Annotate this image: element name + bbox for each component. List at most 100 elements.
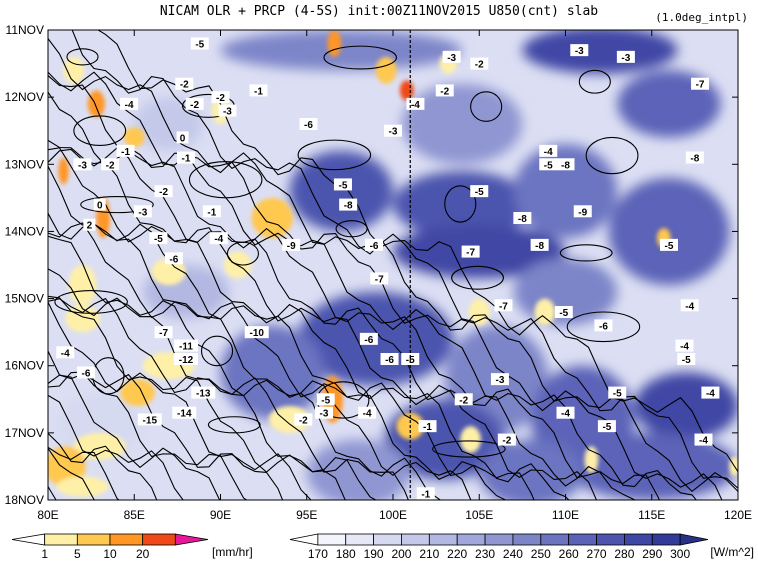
contour-label-box [470, 185, 489, 198]
contour-label: -10 [249, 328, 264, 339]
contour-label-box [120, 97, 139, 110]
olr-patch [479, 439, 583, 500]
olr-colorbar-cell [289, 533, 319, 546]
contour-label: -6 [169, 254, 178, 265]
contour-label-box [294, 413, 313, 426]
precip-colorbar-label: 10 [103, 547, 117, 561]
contour-label: 2 [87, 221, 93, 232]
contour-label: -6 [385, 355, 394, 366]
contour-label: -1 [254, 86, 263, 97]
contour-label-box [174, 339, 198, 352]
contour-label: -2 [216, 93, 225, 104]
contour-label: -4 [214, 234, 223, 245]
olr-colorbar-cell [568, 533, 597, 546]
olr-colorbar-label: 300 [670, 547, 690, 561]
contour-label: -8 [518, 214, 527, 225]
olr-patch [608, 177, 730, 286]
contour-label-box [685, 151, 704, 164]
contour-label: -7 [375, 274, 384, 285]
contour-label-box [384, 124, 402, 137]
contour-label-box [177, 151, 195, 164]
contour-label: -5 [321, 395, 330, 406]
contour-label-box [249, 84, 268, 97]
contour-label-box [316, 393, 335, 406]
u850-contour [48, 295, 346, 500]
contour-label: -7 [696, 80, 705, 91]
contour-label-box [539, 158, 558, 171]
contour-label-box [470, 57, 489, 70]
contour-label: -9 [287, 241, 296, 252]
contour-label: -1 [121, 147, 130, 158]
x-axis: 80E 85E 90E 95E 100E 105E 110E 115E 120E [37, 30, 752, 522]
u850-contour [66, 48, 99, 66]
contour-label-box [359, 332, 378, 345]
olr-colorbar-cell [456, 533, 486, 546]
olr-colorbar-cell [540, 533, 570, 546]
contour-label: -4 [125, 100, 134, 111]
y-tick-label: 15NOV [5, 292, 44, 306]
olr-colorbar-label: 280 [614, 547, 634, 561]
y-tick-label: 14NOV [5, 224, 44, 238]
contour-label-box [435, 84, 454, 97]
contour-label-box [209, 232, 228, 245]
u850-contour [470, 91, 503, 122]
contour-label-box [191, 386, 216, 399]
contour-label: -4 [61, 348, 70, 359]
contour-label-box [176, 131, 189, 144]
olr-colorbar-cell [401, 533, 430, 546]
x-tick-label: 115E [638, 508, 665, 522]
contour-label: -5 [544, 160, 553, 171]
olr-colorbar-label: 270 [587, 547, 607, 561]
contour-label-box [76, 366, 95, 379]
contour-label-box [339, 198, 358, 211]
y-tick-label: 12NOV [5, 90, 44, 104]
y-tick-label: 13NOV [5, 157, 44, 171]
olr-colorbar-label: 190 [364, 547, 384, 561]
contour-label-box [154, 326, 173, 339]
contour-label: -5 [475, 187, 484, 198]
contour-label: -3 [138, 207, 147, 218]
contour-label: -1 [423, 422, 432, 433]
contour-label: -3 [78, 160, 87, 171]
precip-patch [120, 379, 155, 407]
u850-contour [578, 69, 611, 94]
olr-colorbar-label: 170 [308, 547, 328, 561]
olr-colorbar-label: 200 [391, 547, 411, 561]
contour-label-box [660, 238, 678, 251]
contour-label: -3 [447, 53, 456, 64]
contour-label: -1 [421, 489, 430, 500]
contour-label-box [701, 386, 720, 399]
precip-patch [58, 157, 69, 185]
contour-label-box [442, 50, 461, 63]
u850-contour [200, 335, 234, 367]
precip-patch [56, 476, 109, 497]
contour-label: -5 [613, 389, 622, 400]
contour-label: -7 [159, 328, 168, 339]
olr-colorbar-label: 250 [531, 547, 551, 561]
contour-label-box [185, 97, 204, 110]
u850-contour [48, 165, 535, 500]
contour-label-box [154, 185, 173, 198]
u850-contour [73, 115, 127, 147]
olr-patch [306, 439, 411, 500]
u850-contour [48, 297, 377, 500]
contour-label-box [211, 91, 230, 104]
contour-label-box [299, 118, 318, 130]
contour-label-box [202, 205, 221, 218]
olr-colorbar-label: 230 [475, 547, 495, 561]
contour-label: -4 [411, 100, 420, 111]
x-tick-label: 105E [465, 508, 493, 522]
contour-label: -6 [81, 368, 90, 379]
contour-label: -3 [320, 409, 329, 420]
u850-contour [48, 38, 738, 493]
contour-label: -6 [370, 241, 379, 252]
precip-patch [123, 127, 145, 148]
contour-label-box [174, 353, 198, 365]
olr-patch [220, 30, 462, 71]
y-tick-label: 17NOV [5, 426, 44, 440]
contour-label: -5 [195, 39, 204, 50]
contour-label: -4 [699, 436, 708, 447]
olr-patch [220, 325, 324, 420]
y-tick-label: 16NOV [5, 359, 44, 373]
precip-patch [327, 30, 342, 57]
